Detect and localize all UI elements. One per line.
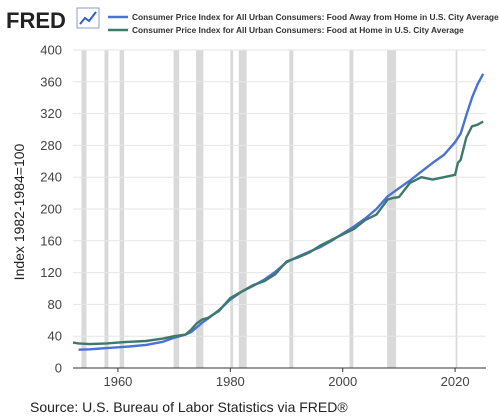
y-tick-label-360: 360 (40, 74, 62, 89)
y-tick-label-160: 160 (40, 233, 62, 248)
x-tick-label-2020: 2020 (441, 374, 470, 389)
trend-line-icon (76, 7, 100, 29)
y-axis-label: Index 1982-1984=100 (11, 143, 27, 280)
gridlines (73, 49, 486, 369)
y-tick-label-200: 200 (40, 202, 62, 217)
x-tick-label-1980: 1980 (216, 374, 245, 389)
y-tick-label-40: 40 (48, 329, 62, 344)
legend-label-0: Consumer Price Index for All Urban Consu… (132, 12, 499, 22)
y-tick-label-0: 0 (55, 361, 62, 376)
fred-logo: FRED (6, 8, 66, 33)
legend: Consumer Price Index for All Urban Consu… (108, 12, 499, 35)
y-tick-label-280: 280 (40, 138, 62, 153)
series-line-0 (78, 73, 485, 351)
y-tick-label-80: 80 (48, 297, 62, 312)
y-tick-label-320: 320 (40, 106, 62, 121)
legend-label-1: Consumer Price Index for All Urban Consu… (132, 25, 464, 35)
series-lines (72, 73, 485, 351)
x-tick-label-1960: 1960 (103, 374, 132, 389)
y-axis-ticks: 0 40 80 120 160 200 240 280 320 360 400 (40, 43, 62, 376)
series-line-1 (72, 120, 484, 346)
x-axis-ticks: 1960 1980 2000 2020 (73, 367, 486, 389)
y-tick-label-120: 120 (40, 265, 62, 280)
source-note: Source: U.S. Bureau of Labor Statistics … (30, 399, 348, 415)
y-tick-label-240: 240 (40, 170, 62, 185)
x-tick-label-2000: 2000 (328, 374, 357, 389)
y-tick-label-400: 400 (40, 43, 62, 58)
